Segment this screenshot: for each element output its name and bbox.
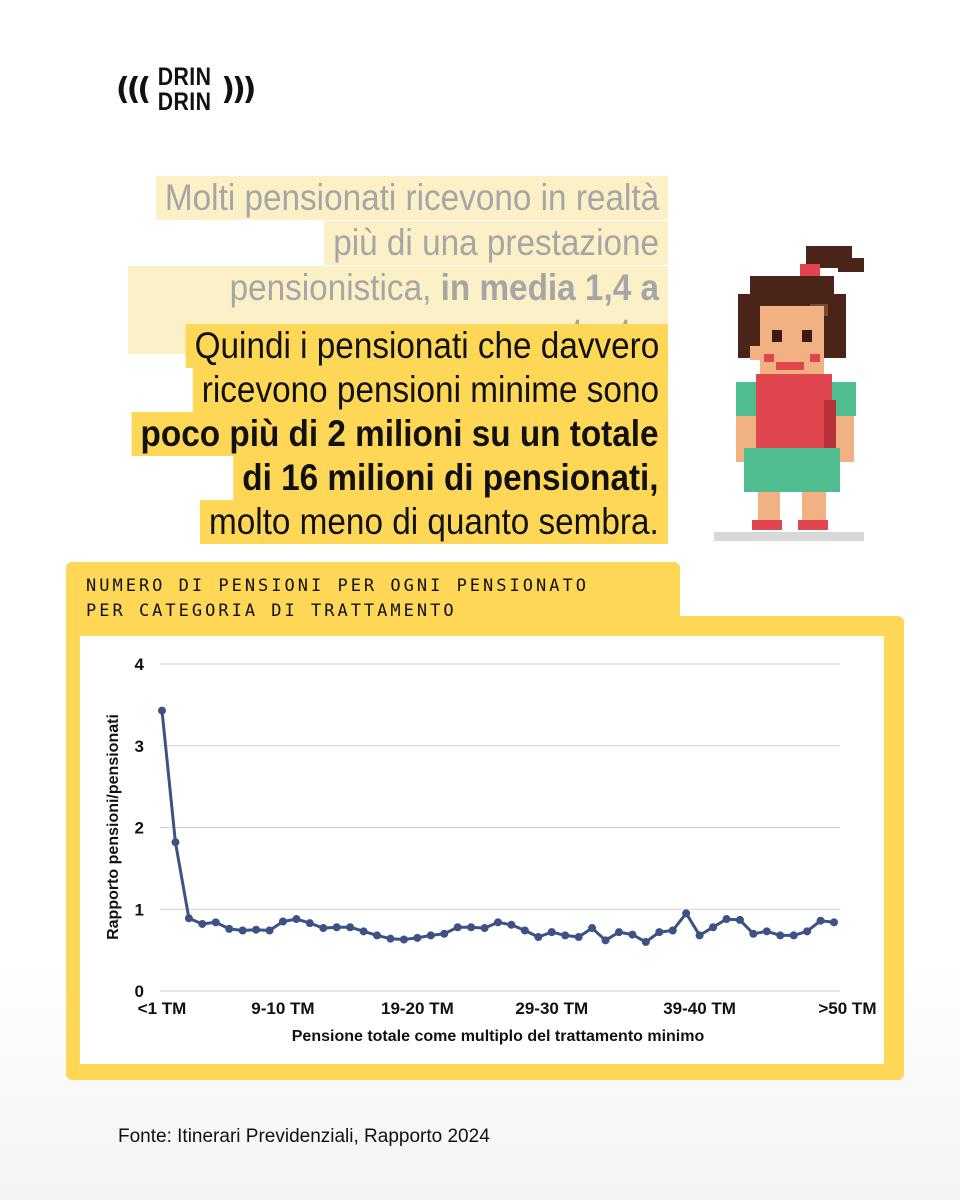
data-point <box>399 935 408 944</box>
data-point <box>265 926 274 935</box>
data-point <box>252 925 261 934</box>
data-point <box>776 931 785 940</box>
data-point <box>278 917 287 926</box>
data-point <box>225 924 234 933</box>
x-tick-label: <1 TM <box>138 999 187 1018</box>
data-point <box>789 931 798 940</box>
data-point <box>561 931 570 940</box>
data-point <box>386 934 395 943</box>
data-point <box>359 927 368 936</box>
x-tick-label: 29-30 TM <box>515 999 588 1018</box>
y-tick-label: 1 <box>135 900 144 919</box>
data-point <box>547 928 556 937</box>
data-point <box>440 929 449 938</box>
logo-wordmark: DRIN DRIN <box>158 65 212 115</box>
x-axis-ticks: <1 TM 9-10 TM 19-20 TM 29-30 TM 39-40 TM >50 … <box>138 999 877 1018</box>
data-point <box>238 926 247 935</box>
data-point <box>816 916 825 925</box>
chart-title: NUMERO DI PENSIONI PER OGNI PENSIONATO P… <box>86 574 589 624</box>
headline-main-line5: molto meno di quanto sembra. <box>200 500 668 544</box>
data-point <box>668 926 677 935</box>
data-point <box>735 915 744 924</box>
data-point <box>762 927 771 936</box>
data-point <box>184 914 193 923</box>
logo-line1: DRIN <box>157 63 212 91</box>
logo: ((( DRIN DRIN ))) <box>116 62 256 118</box>
data-point <box>346 923 355 932</box>
data-point <box>413 933 422 942</box>
data-point <box>588 924 597 933</box>
data-point <box>373 931 382 940</box>
data-point <box>332 923 341 932</box>
data-point <box>641 937 650 946</box>
sound-waves-left-icon: ((( <box>116 72 151 107</box>
source-note: Fonte: Itinerari Previdenziali, Rapporto… <box>118 1126 490 1147</box>
headline-main-line4-bold: di 16 milioni di pensionati, <box>242 457 659 498</box>
headline-main-line1: Quindi i pensionati che davvero <box>185 324 668 368</box>
chart-title-line1: NUMERO DI PENSIONI PER OGNI PENSIONATO <box>86 576 589 596</box>
x-tick-label: 9-10 TM <box>251 999 314 1018</box>
data-point <box>695 931 704 940</box>
data-point <box>453 923 462 932</box>
data-point <box>494 918 502 927</box>
headline-intro-line3-normal: pensionistica, <box>229 267 441 308</box>
data-point <box>158 706 166 715</box>
data-point <box>682 909 691 918</box>
data-point <box>574 933 583 942</box>
headline-main-line4: di 16 milioni di pensionati, <box>233 456 668 500</box>
data-point <box>198 919 207 928</box>
y-tick-label: 0 <box>135 982 144 1001</box>
data-point <box>601 936 610 945</box>
data-point <box>830 918 838 927</box>
y-tick-label: 3 <box>135 737 144 756</box>
pixel-girl-icon <box>714 246 864 541</box>
data-point <box>467 923 476 932</box>
data-point <box>614 928 623 937</box>
headline-main-line3: poco più di 2 milioni su un totale <box>131 412 668 456</box>
data-point <box>722 915 731 924</box>
data-point <box>534 933 543 942</box>
y-axis-label: Rapporto pensioni/pensionati <box>105 714 122 940</box>
headline-main-line3-bold: poco più di 2 milioni su un totale <box>140 413 659 454</box>
data-point <box>426 931 435 940</box>
data-point <box>655 928 664 937</box>
y-tick-label: 4 <box>135 655 145 674</box>
data-point <box>211 918 220 927</box>
data-point <box>507 920 516 929</box>
y-tick-label: 2 <box>135 819 144 838</box>
headline-intro: Molti pensionati ricevono in realtà più … <box>68 176 668 355</box>
x-axis-label: Pensione totale come multiplo del tratta… <box>292 1028 705 1045</box>
headline-main: Quindi i pensionati che davvero ricevono… <box>68 324 668 544</box>
data-point <box>749 929 758 938</box>
data-point <box>803 927 812 936</box>
data-point <box>319 924 328 933</box>
grid-lines <box>160 663 840 992</box>
data-point <box>480 924 489 933</box>
headline-intro-line1: Molti pensionati ricevono in realtà <box>155 176 668 220</box>
x-tick-label: 19-20 TM <box>381 999 454 1018</box>
data-point <box>709 923 718 932</box>
data-point <box>305 919 314 928</box>
logo-line2: DRIN <box>157 88 212 116</box>
chart-plot-area <box>80 636 884 1064</box>
y-axis-ticks: 0 1 2 3 4 <box>135 655 145 1001</box>
series-points <box>158 706 838 946</box>
headline-main-line2: ricevono pensioni minime sono <box>192 368 668 412</box>
chart-title-line2: PER CATEGORIA DI TRATTAMENTO <box>86 601 457 621</box>
data-point <box>520 926 529 935</box>
x-tick-label: 39-40 TM <box>663 999 736 1018</box>
headline-intro-line2: più di una prestazione <box>324 221 668 265</box>
data-point <box>628 930 637 939</box>
data-point <box>171 838 180 847</box>
data-point <box>292 915 301 924</box>
x-tick-label: >50 TM <box>818 999 876 1018</box>
sound-waves-right-icon: ))) <box>221 72 256 107</box>
